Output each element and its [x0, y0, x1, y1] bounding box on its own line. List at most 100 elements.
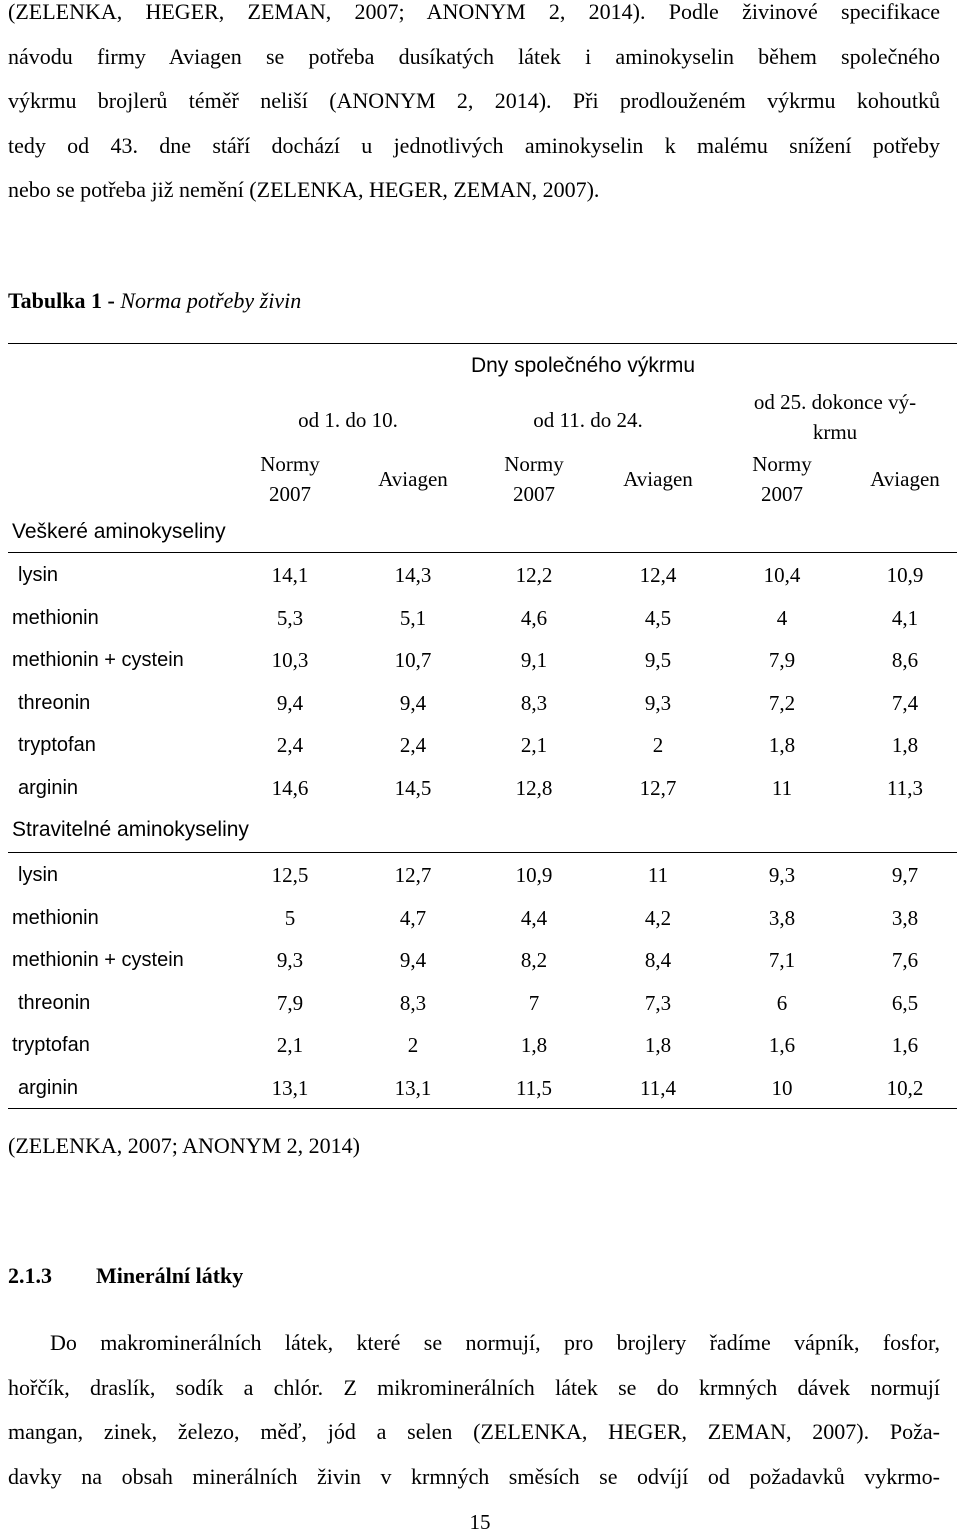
aviagen-header: Aviagen — [870, 467, 940, 491]
table-cell: 8,6 — [891, 648, 919, 673]
table-cell: 10,2 — [886, 1076, 924, 1100]
table-cell: 2,4 — [276, 733, 304, 758]
table-cell: 13,1 — [271, 1076, 309, 1100]
intro-line: tedy od 43. dne stáří dochází u jednotli… — [8, 132, 940, 158]
table-cell: 7,3 — [644, 990, 672, 1015]
section-line: hořčík, draslík, sodík a chlór. Z mikrom… — [8, 1374, 940, 1400]
table-cell: 14,5 — [394, 776, 432, 800]
normy-year: 2007 — [513, 482, 555, 506]
table-cell: 9,3 — [276, 948, 304, 973]
table-cell: 7,9 — [768, 648, 796, 673]
table-cell: 11 — [771, 776, 793, 800]
table-cell: 4,5 — [644, 605, 672, 630]
table-cell: 4,2 — [644, 905, 672, 930]
table-cell: 9,7 — [891, 863, 919, 887]
normy-header: Normy 2007 — [474, 449, 594, 509]
table-cell: 10,3 — [271, 648, 309, 673]
table-cell: 7,4 — [891, 690, 919, 715]
row-label: arginin — [18, 777, 79, 799]
table-cell: 9,5 — [644, 648, 672, 673]
normy-year: 2007 — [269, 482, 311, 506]
section-line: mangan, zinek, železo, měď, jód a selen … — [8, 1419, 940, 1444]
page-number: 15 — [469, 1510, 491, 1534]
row-label: methionin — [12, 606, 99, 629]
table-cell: 1,8 — [768, 733, 796, 758]
group-label-digestible: Stravitelné aminokyseliny — [12, 818, 249, 841]
table-cell: 3,8 — [891, 905, 919, 930]
row-label: lysin — [18, 564, 59, 586]
table-cell: 2,4 — [399, 733, 427, 758]
table-cell: 2,1 — [520, 733, 548, 758]
table-caption-title: Norma potřeby živin — [120, 288, 302, 313]
period-header-3-line2: krmu — [812, 420, 858, 444]
table-source: (ZELENKA, 2007; ANONYM 2, 2014) — [8, 1133, 360, 1158]
row-label: tryptofan — [12, 1034, 90, 1057]
intro-line: výkrmu brojlerů téměř neliší (ANONYM 2, … — [8, 88, 940, 113]
table-cell: 1,8 — [644, 1033, 672, 1058]
table-cell: 1,8 — [891, 733, 919, 758]
table-cell: 4,4 — [520, 905, 548, 930]
table-cell: 12,8 — [515, 776, 553, 800]
table-cell: 13,1 — [394, 1076, 432, 1100]
table-cell: 11,3 — [887, 776, 923, 800]
table-cell: 12,2 — [515, 563, 553, 587]
intro-line: nebo se potřeba již nemění (ZELENKA, HEG… — [8, 177, 600, 202]
row-label: methionin + cystein — [12, 649, 184, 672]
table-cell: 10 — [771, 1076, 793, 1100]
row-label: methionin — [12, 906, 99, 929]
section-line: davky na obsah minerálních živin v krmný… — [8, 1463, 940, 1489]
table-cell: 12,5 — [271, 863, 309, 887]
table-cell: 9,4 — [399, 690, 427, 715]
normy-label: Normy — [504, 452, 564, 476]
table-cell: 9,4 — [276, 690, 304, 715]
table-cell: 3,8 — [768, 905, 796, 930]
intro-paragraph: (ZELENKA, HEGER, ZEMAN, 2007; ANONYM 2, … — [8, 0, 940, 213]
table-cell: 11 — [647, 863, 669, 887]
table-cell: 10,4 — [763, 563, 801, 587]
table-cell: 1,6 — [768, 1033, 796, 1058]
table-cell: 12,7 — [639, 776, 677, 800]
table-cell: 1,8 — [520, 1033, 548, 1058]
section-title: Minerální látky — [96, 1263, 244, 1288]
section-paragraph: Do makrominerálních látek, které se norm… — [8, 1321, 940, 1499]
table-cell: 5,1 — [399, 605, 427, 630]
table-cell: 12,7 — [394, 863, 432, 887]
table-cell: 7 — [528, 990, 540, 1015]
section-heading: 2.1.3 Minerální látky — [8, 1263, 243, 1289]
table-cell: 2 — [407, 1033, 419, 1058]
row-label: threonin — [18, 691, 91, 714]
table-top-rule — [8, 343, 957, 344]
table-cell: 4,6 — [520, 605, 548, 630]
table-cell: 4,7 — [399, 905, 427, 930]
intro-line: návodu firmy Aviagen se potřeba dusíkatý… — [8, 43, 940, 69]
table-cell: 11,4 — [640, 1076, 676, 1100]
normy-label: Normy — [260, 452, 320, 476]
table-bottom-rule — [8, 1108, 957, 1109]
table-cell: 6,5 — [891, 990, 919, 1015]
group-label-all: Veškeré aminokyseliny — [12, 520, 226, 543]
table-cell: 2 — [652, 733, 664, 758]
table-cell: 7,1 — [768, 948, 796, 973]
section-line: Do makrominerálních látek, které se norm… — [50, 1330, 940, 1355]
aviagen-header: Aviagen — [623, 467, 693, 491]
normy-year: 2007 — [761, 482, 803, 506]
table-cell: 4,1 — [891, 605, 919, 630]
period-header-3: od 25. dokonce vý- krmu — [720, 387, 950, 447]
table-cell: 11,5 — [516, 1076, 552, 1100]
table-cell: 14,1 — [271, 563, 309, 587]
table-cell: 7,9 — [276, 990, 304, 1015]
table-cell: 1,6 — [891, 1033, 919, 1058]
table-cell: 9,3 — [644, 690, 672, 715]
period-header-1: od 1. do 10. — [298, 408, 398, 432]
table-cell: 10,7 — [394, 648, 432, 673]
row-label: lysin — [18, 864, 59, 886]
table-cell: 9,4 — [399, 948, 427, 973]
table-cell: 4 — [776, 605, 788, 630]
normy-header: Normy 2007 — [230, 449, 350, 509]
table-cell: 10,9 — [515, 863, 553, 887]
table-cell: 9,3 — [768, 863, 796, 887]
table-caption: Tabulka 1 - Norma potřeby živin — [8, 288, 301, 314]
row-label: methionin + cystein — [12, 949, 184, 972]
table-cell: 10,9 — [886, 563, 924, 587]
table-cell: 5,3 — [276, 605, 304, 630]
